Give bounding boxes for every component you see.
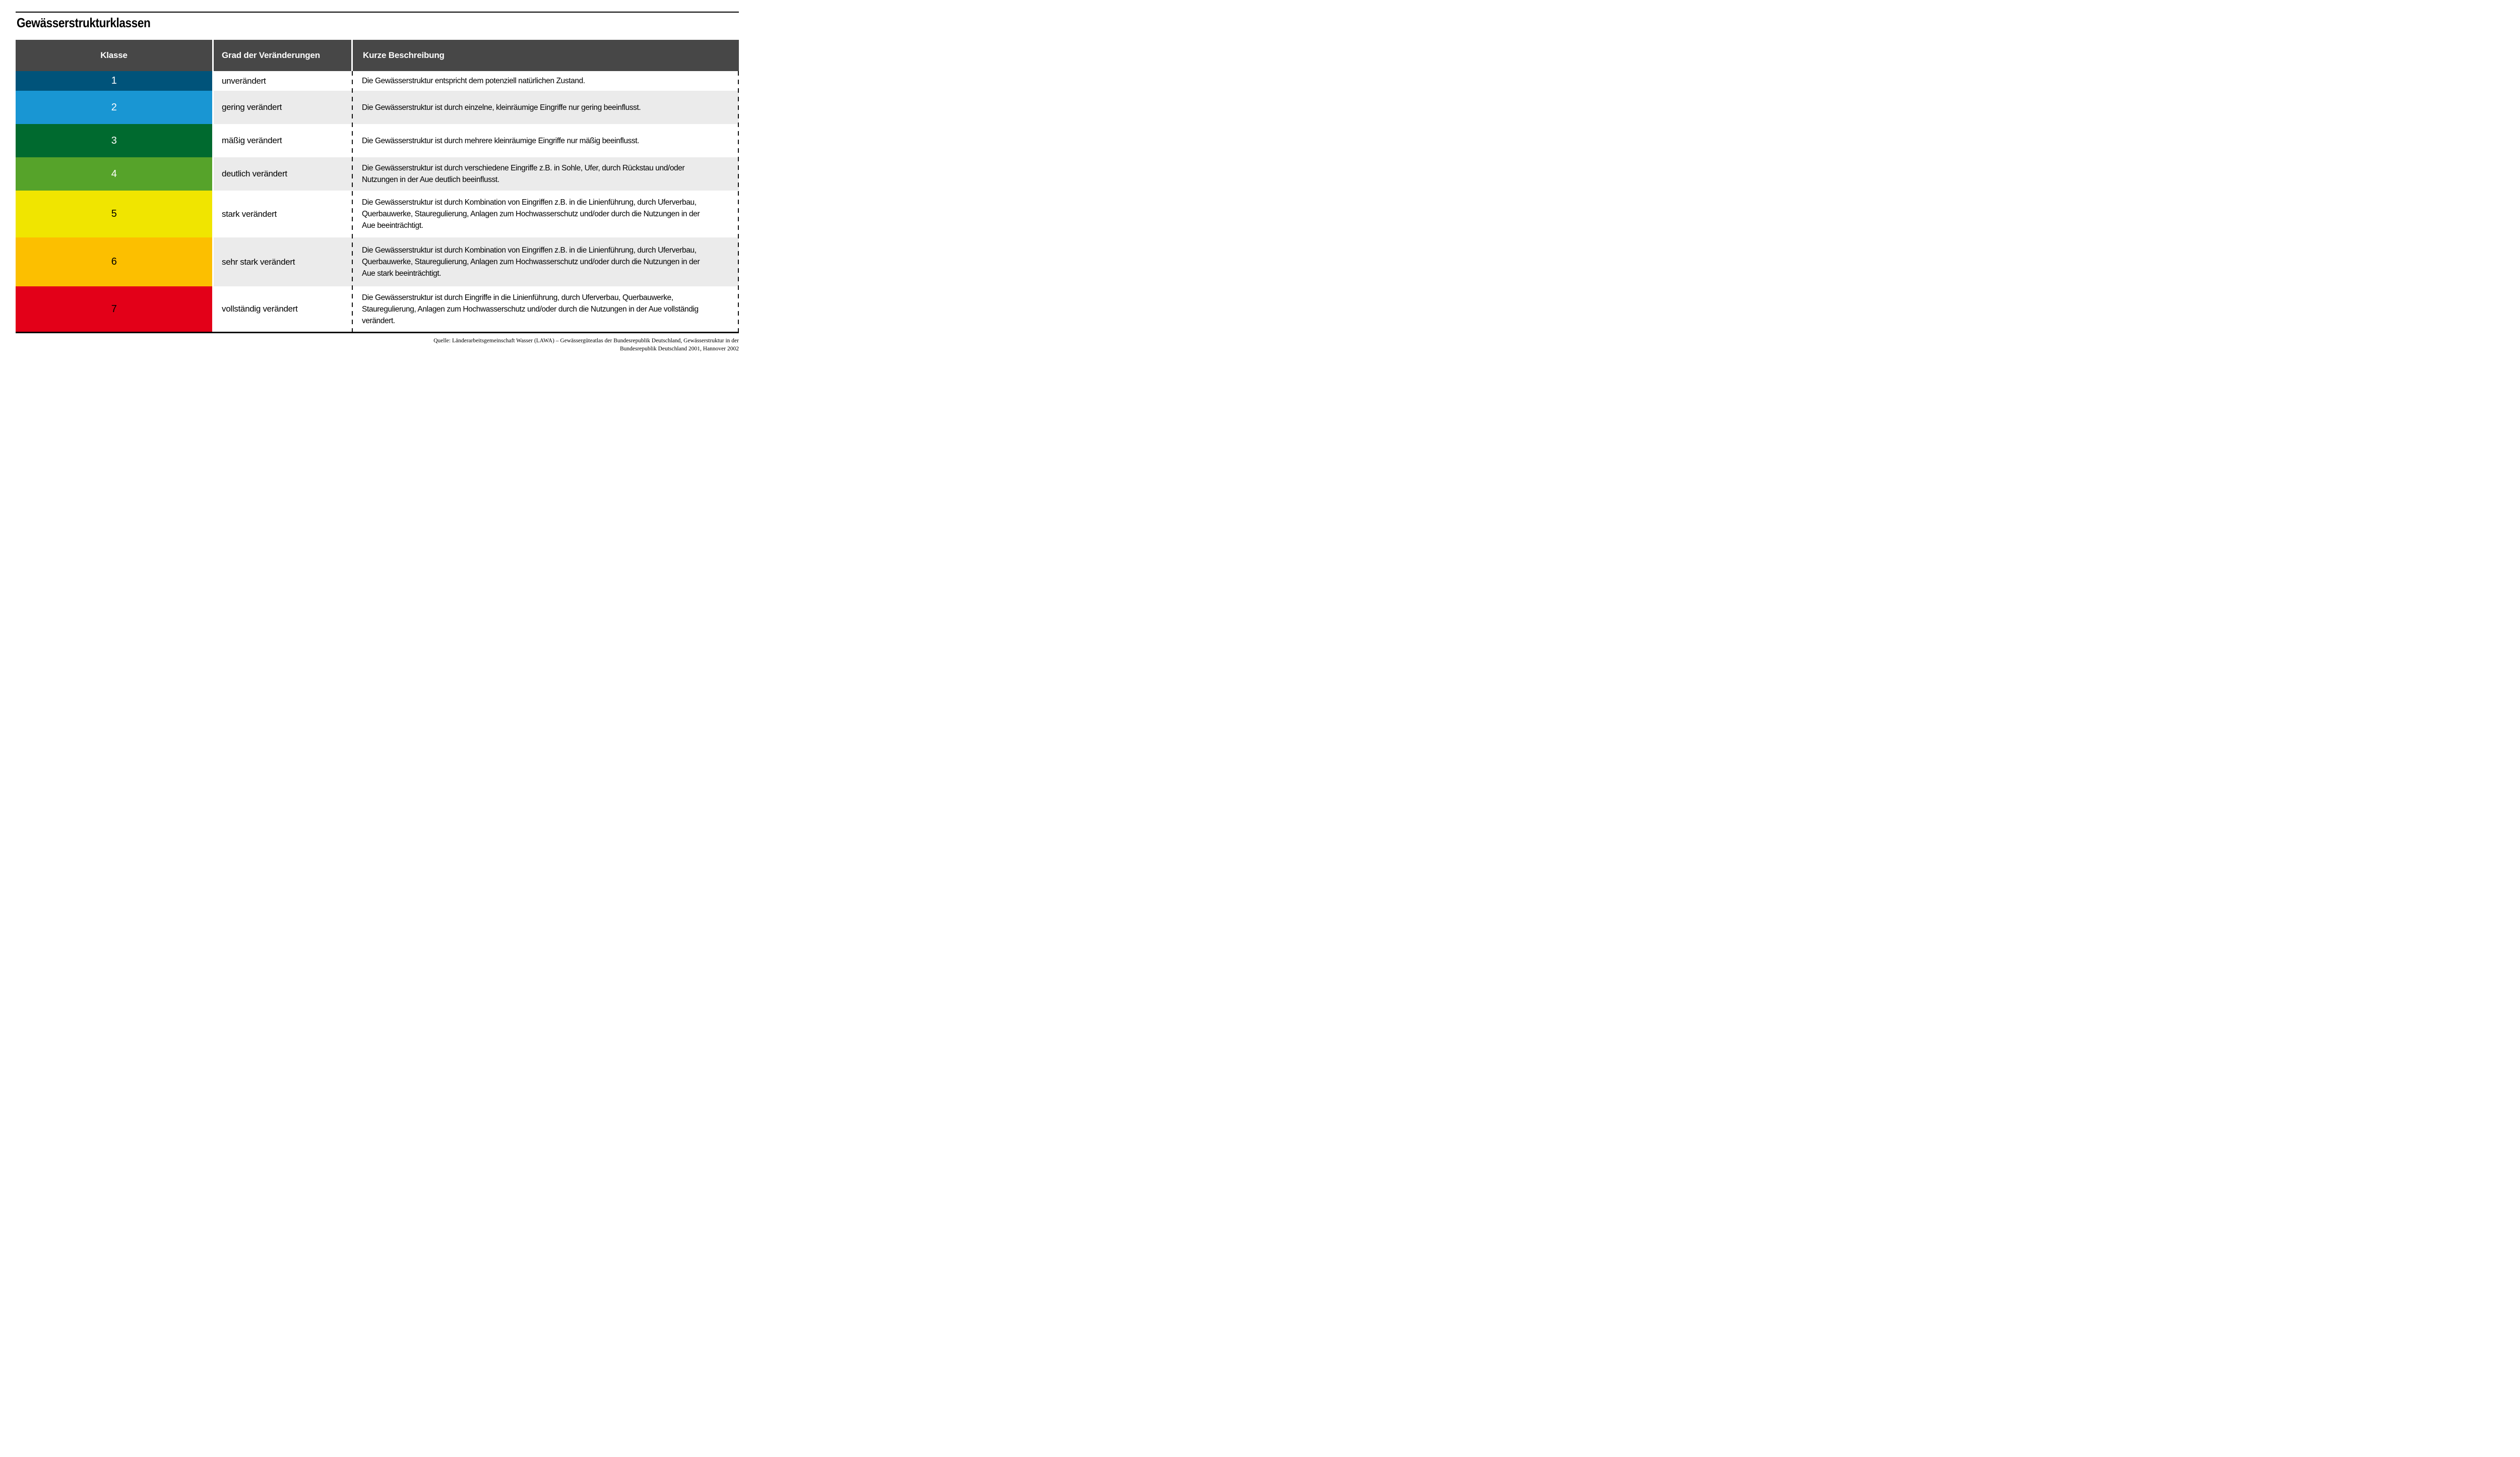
column-gap <box>212 237 214 286</box>
column-gap <box>212 286 214 332</box>
grad-cell: sehr stark verändert <box>222 257 295 267</box>
structure-class-table: Klasse Grad der Veränderungen Kurze Besc… <box>16 40 739 333</box>
page: Gewässerstrukturklassen Klasse Grad der … <box>0 0 754 365</box>
table-row-class-6: 6 sehr stark verändert Die Gewässerstruk… <box>16 237 739 286</box>
top-rule <box>16 12 739 13</box>
table-row-class-3: 3 mäßig verändert Die Gewässerstruktur i… <box>16 124 739 157</box>
row-band: vollständig verändert Die Gewässerstrukt… <box>214 286 739 332</box>
header-cell-klasse: Klasse <box>16 40 212 71</box>
table-row-class-2: 2 gering verändert Die Gewässerstruktur … <box>16 91 739 124</box>
description-cell: Die Gewässerstruktur ist durch Kombinati… <box>362 198 700 230</box>
column-gap <box>351 40 353 71</box>
table-row-class-5: 5 stark verändert Die Gewässerstruktur i… <box>16 191 739 237</box>
class-color-cell: 7 <box>16 286 212 332</box>
source-citation: Quelle: Länderarbeitsgemeinschaft Wasser… <box>16 337 739 353</box>
header-cell-beschreibung: Kurze Beschreibung <box>353 40 739 71</box>
source-line-2: Bundesrepublik Deutschland 2001, Hannove… <box>619 346 739 352</box>
page-title: Gewässerstrukturklassen <box>17 15 151 30</box>
row-band: mäßig verändert Die Gewässerstruktur ist… <box>214 124 739 157</box>
class-number: 2 <box>111 101 117 113</box>
row-band: unverändert Die Gewässerstruktur entspri… <box>214 71 739 91</box>
description-cell: Die Gewässerstruktur ist durch einzelne,… <box>362 103 641 112</box>
class-number: 6 <box>111 256 117 267</box>
grad-cell: gering verändert <box>222 102 282 112</box>
description-cell: Die Gewässerstruktur ist durch verschied… <box>362 164 685 184</box>
class-color-cell: 3 <box>16 124 212 157</box>
column-gap <box>212 124 214 157</box>
table-row-class-7: 7 vollständig verändert Die Gewässerstru… <box>16 286 739 332</box>
grad-cell: unverändert <box>222 76 266 86</box>
class-number: 4 <box>111 168 117 179</box>
class-color-cell: 5 <box>16 191 212 237</box>
class-color-cell: 1 <box>16 71 212 91</box>
description-cell: Die Gewässerstruktur ist durch Eingriffe… <box>362 293 699 325</box>
description-cell: Die Gewässerstruktur ist durch mehrere k… <box>362 136 640 145</box>
grad-cell: deutlich verändert <box>222 169 287 178</box>
source-line-1: Quelle: Länderarbeitsgemeinschaft Wasser… <box>433 338 739 344</box>
class-number: 3 <box>111 135 117 146</box>
class-number: 5 <box>111 208 117 219</box>
grad-cell: stark verändert <box>222 209 277 219</box>
header-cell-grad: Grad der Veränderungen <box>214 40 351 71</box>
bottom-rule <box>16 332 739 333</box>
table-row-class-1: 1 unverändert Die Gewässerstruktur entsp… <box>16 71 739 91</box>
row-band: gering verändert Die Gewässerstruktur is… <box>214 91 739 124</box>
class-number: 7 <box>111 303 117 315</box>
grad-cell: mäßig verändert <box>222 136 282 145</box>
row-band: stark verändert Die Gewässerstruktur ist… <box>214 191 739 237</box>
column-gap <box>212 91 214 124</box>
column-gap <box>212 40 214 71</box>
column-gap <box>212 157 214 191</box>
table-header-row: Klasse Grad der Veränderungen Kurze Besc… <box>16 40 739 71</box>
class-color-cell: 2 <box>16 91 212 124</box>
description-cell: Die Gewässerstruktur ist durch Kombinati… <box>362 246 700 278</box>
row-band: deutlich verändert Die Gewässerstruktur … <box>214 157 739 191</box>
grad-cell: vollständig verändert <box>222 304 298 314</box>
row-band: sehr stark verändert Die Gewässerstruktu… <box>214 237 739 286</box>
class-color-cell: 6 <box>16 237 212 286</box>
class-number: 1 <box>111 75 117 86</box>
column-gap <box>212 71 214 91</box>
class-color-cell: 4 <box>16 157 212 191</box>
column-gap <box>212 191 214 237</box>
table-row-class-4: 4 deutlich verändert Die Gewässerstruktu… <box>16 157 739 191</box>
description-cell: Die Gewässerstruktur entspricht dem pote… <box>362 77 585 85</box>
